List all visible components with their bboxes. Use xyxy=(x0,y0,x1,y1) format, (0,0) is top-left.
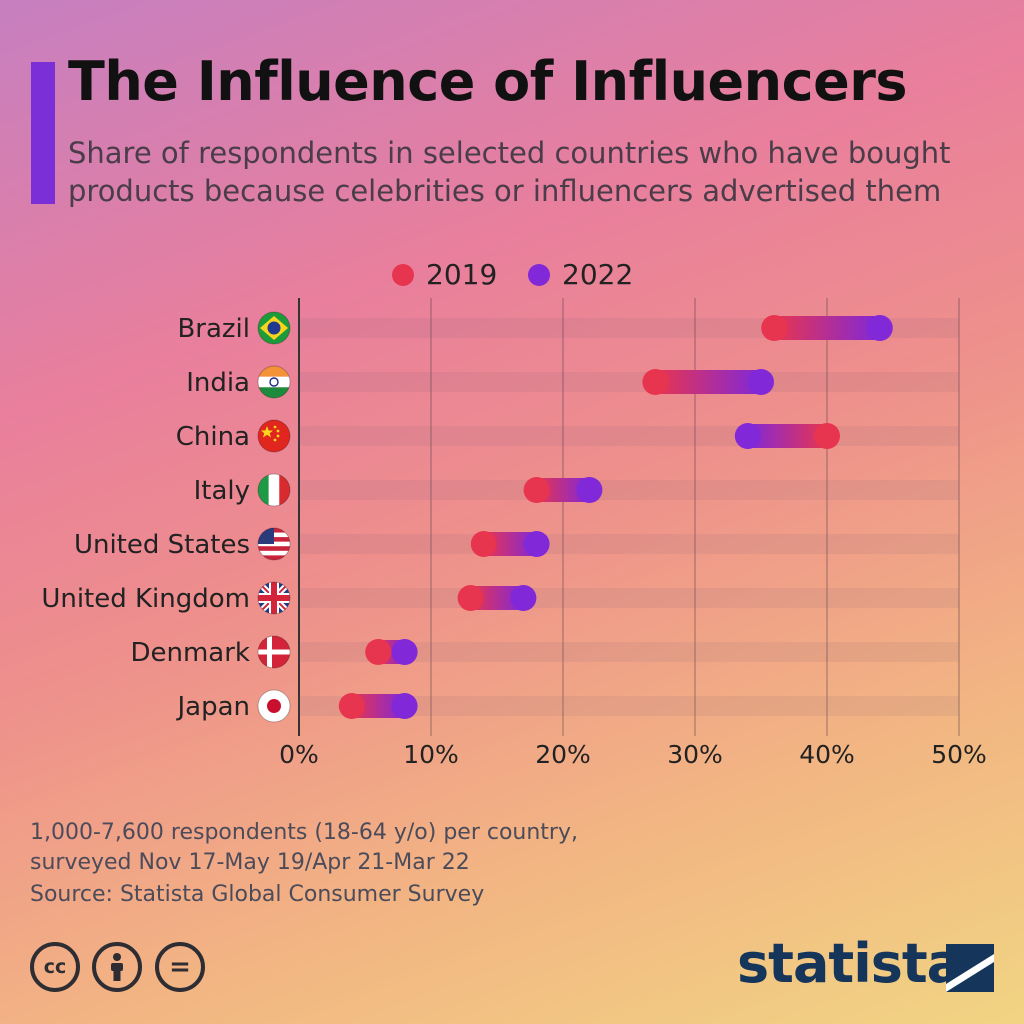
point-2019 xyxy=(457,585,484,611)
person-glyph xyxy=(111,953,123,981)
cc-icon-label: cc xyxy=(43,956,67,978)
row-track xyxy=(299,480,959,500)
point-2019 xyxy=(523,477,550,503)
india-flag-icon xyxy=(258,366,290,398)
x-tick-label: 10% xyxy=(403,740,459,769)
category-label: Brazil xyxy=(177,314,250,344)
row-china: China xyxy=(176,419,959,453)
uk-flag-icon xyxy=(258,582,290,614)
category-label: Japan xyxy=(175,692,250,722)
china-flag-icon xyxy=(258,420,290,452)
row-japan: Japan xyxy=(175,689,959,723)
brazil-flag-icon xyxy=(258,312,290,344)
row-united-states: United States xyxy=(74,527,959,561)
point-2022 xyxy=(748,369,774,395)
category-label: United States xyxy=(74,530,250,560)
usa-flag-icon xyxy=(258,528,290,560)
point-2019 xyxy=(642,369,669,395)
category-label: India xyxy=(186,368,250,398)
point-2022 xyxy=(391,693,418,719)
legend-dot-2022 xyxy=(528,263,550,286)
row-india: India xyxy=(186,365,959,399)
title-accent-bar xyxy=(31,62,55,204)
x-tick-label: 20% xyxy=(535,740,591,769)
denmark-flag-icon xyxy=(258,636,290,668)
row-track xyxy=(299,426,959,446)
point-2022 xyxy=(734,423,761,449)
row-track xyxy=(299,696,959,716)
legend-item-2022: 2022 xyxy=(528,258,633,291)
row-track xyxy=(299,588,959,608)
category-label: United Kingdom xyxy=(41,584,250,614)
no-derivatives-icon: = xyxy=(155,942,205,992)
row-brazil: Brazil xyxy=(177,311,959,345)
category-label: China xyxy=(176,422,250,452)
point-2022 xyxy=(391,639,418,665)
cc-icon: cc xyxy=(30,942,80,992)
chart-plot: Brazil India China Italy United States United… xyxy=(41,298,987,769)
legend-dot-2019 xyxy=(392,263,414,286)
source-note: Source: Statista Global Consumer Survey xyxy=(30,882,485,907)
legend-item-2019: 2019 xyxy=(392,258,497,291)
footnote: 1,000-7,600 respondents (18-64 y/o) per … xyxy=(30,820,578,875)
point-2022 xyxy=(866,315,893,341)
point-2019 xyxy=(761,315,788,341)
legend-label-2022: 2022 xyxy=(562,258,634,291)
row-united-kingdom: United Kingdom xyxy=(41,581,959,615)
japan-flag-icon xyxy=(258,690,290,722)
point-2022 xyxy=(576,477,603,503)
row-track xyxy=(299,372,959,392)
row-track xyxy=(299,642,959,662)
chart-subtitle: Share of respondents in selected countri… xyxy=(68,136,951,208)
category-label: Italy xyxy=(194,476,250,506)
attribution-icon xyxy=(92,942,142,992)
statista-logo-icon xyxy=(946,944,994,992)
x-tick-label: 40% xyxy=(799,740,855,769)
point-2019 xyxy=(470,531,497,557)
point-2019 xyxy=(814,423,840,449)
legend-label-2019: 2019 xyxy=(426,258,498,291)
italy-flag-icon xyxy=(258,474,290,506)
category-label: Denmark xyxy=(130,638,250,668)
x-tick-label: 0% xyxy=(279,740,319,769)
legend: 2019 2022 xyxy=(0,258,1024,294)
x-tick-label: 50% xyxy=(931,740,987,769)
point-2022 xyxy=(523,531,550,557)
row-denmark: Denmark xyxy=(130,635,959,669)
row-track xyxy=(299,534,959,554)
row-italy: Italy xyxy=(194,473,959,507)
statista-logo-text: statista xyxy=(737,932,963,995)
chart-title: The Influence of Influencers xyxy=(68,50,908,113)
x-tick-label: 30% xyxy=(667,740,723,769)
no-derivatives-label: = xyxy=(169,952,191,982)
point-2019 xyxy=(338,693,365,719)
point-2022 xyxy=(510,585,537,611)
point-2019 xyxy=(365,639,392,665)
